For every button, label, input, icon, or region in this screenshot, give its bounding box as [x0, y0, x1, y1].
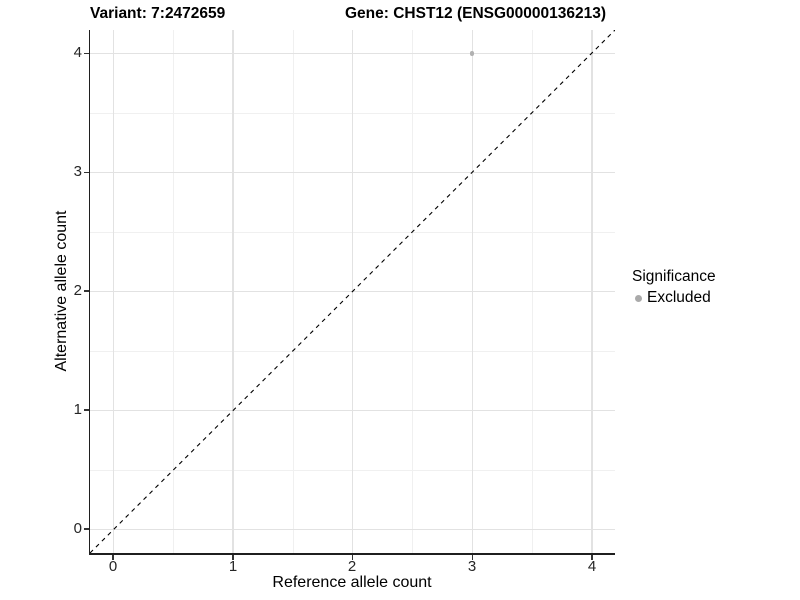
- legend: Significance Excluded: [632, 268, 716, 307]
- data-point: [469, 51, 475, 57]
- x-tick-mark: [351, 554, 354, 560]
- y-tick-mark: [83, 171, 89, 174]
- x-tick-mark: [112, 554, 114, 560]
- plot-panel: [90, 30, 615, 553]
- y-tick-label: 3: [73, 163, 82, 180]
- gridline-major-h: [90, 528, 615, 530]
- y-tick-label: 0: [73, 520, 82, 537]
- x-tick-label: 2: [347, 558, 357, 575]
- gridline-major-h: [90, 409, 615, 411]
- y-axis-line: [88, 30, 91, 555]
- y-tick-mark: [83, 409, 89, 411]
- y-tick-mark: [83, 528, 89, 530]
- legend-item-label: Excluded: [647, 289, 711, 306]
- gridline-major-h: [90, 52, 615, 55]
- y-tick-mark: [83, 52, 89, 55]
- x-tick-mark: [471, 554, 474, 560]
- x-axis-line: [88, 553, 615, 555]
- legend-item-excluded: Excluded: [632, 289, 716, 307]
- y-tick-mark: [83, 290, 89, 292]
- x-tick-label: 4: [587, 558, 597, 575]
- x-axis-title: Reference allele count: [272, 574, 432, 591]
- x-tick-mark: [591, 554, 593, 560]
- x-tick-label: 0: [108, 558, 118, 575]
- gridline-major-h: [90, 290, 615, 293]
- legend-key-dot-icon: [635, 294, 642, 302]
- legend-title: Significance: [632, 268, 716, 285]
- gridline-major-h: [90, 171, 615, 174]
- x-tick-label: 3: [467, 558, 477, 575]
- x-tick-mark: [232, 554, 234, 560]
- y-tick-label: 1: [73, 401, 82, 418]
- y-tick-label: 2: [73, 282, 82, 299]
- title-variant: Variant: 7:2472659: [90, 5, 226, 22]
- x-tick-label: 1: [228, 558, 238, 575]
- title-gene: Gene: CHST12 (ENSG00000136213): [345, 5, 607, 22]
- y-axis-title: Alternative allele count: [53, 210, 70, 372]
- y-tick-label: 4: [73, 44, 82, 61]
